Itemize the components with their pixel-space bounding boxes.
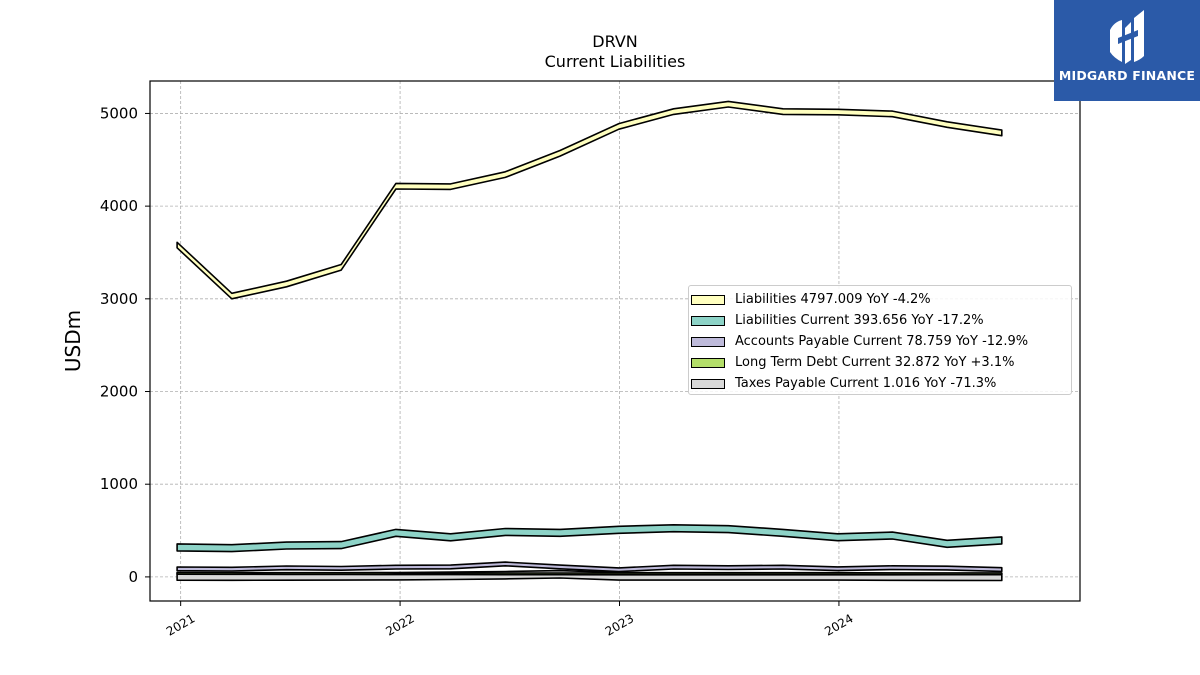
y-tick-label: 4000: [100, 197, 138, 215]
series-band-liabilities: [176, 100, 1003, 300]
legend-label: Liabilities Current 393.656 YoY -17.2%: [735, 313, 984, 328]
y-tick-label: 1000: [100, 475, 138, 493]
legend-item: Long Term Debt Current 32.872 YoY +3.1%: [689, 352, 1071, 373]
series-layer: [176, 100, 1003, 582]
legend-swatch: [691, 357, 725, 368]
legend-item: Taxes Payable Current 1.016 YoY -71.3%: [689, 373, 1071, 394]
x-tick-label: 2022: [383, 611, 416, 638]
legend-item: Liabilities 4797.009 YoY -4.2%: [689, 289, 1071, 310]
legend-label: Liabilities 4797.009 YoY -4.2%: [735, 292, 931, 307]
legend-swatch: [691, 315, 725, 326]
legend-label: Long Term Debt Current 32.872 YoY +3.1%: [735, 355, 1015, 370]
y-tick-label: 5000: [100, 104, 138, 122]
chart-legend: Liabilities 4797.009 YoY -4.2% Liabilitie…: [688, 285, 1072, 395]
chart-subtitle: Current Liabilities: [544, 52, 686, 71]
y-tick-label: 2000: [100, 383, 138, 401]
series-band-long-term-debt-current: [176, 571, 1003, 576]
legend-label: Accounts Payable Current 78.759 YoY -12.…: [735, 334, 1029, 349]
legend-swatch: [691, 294, 725, 305]
brand-name: MIDGARD FINANCE: [1058, 68, 1196, 83]
chart-title: DRVN: [592, 32, 638, 51]
brand-logo: MIDGARD FINANCE: [1054, 0, 1200, 101]
x-tick-label: 2024: [822, 611, 855, 638]
x-tick-label: 2021: [164, 611, 197, 638]
y-tick-label: 0: [128, 568, 138, 586]
y-tick-label: 3000: [100, 290, 138, 308]
legend-item: Liabilities Current 393.656 YoY -17.2%: [689, 310, 1071, 331]
legend-item: Accounts Payable Current 78.759 YoY -12.…: [689, 331, 1071, 352]
legend-swatch: [691, 378, 725, 389]
plot-frame: [149, 80, 1081, 602]
brand-mark-icon: [1110, 10, 1144, 64]
series-band-accounts-payable-current: [176, 561, 1003, 573]
legend-label: Taxes Payable Current 1.016 YoY -71.3%: [735, 376, 997, 391]
y-axis-label: USDm: [61, 310, 85, 372]
series-band-liabilities-current: [176, 523, 1003, 553]
x-tick-label: 2023: [603, 611, 636, 638]
legend-swatch: [691, 336, 725, 347]
